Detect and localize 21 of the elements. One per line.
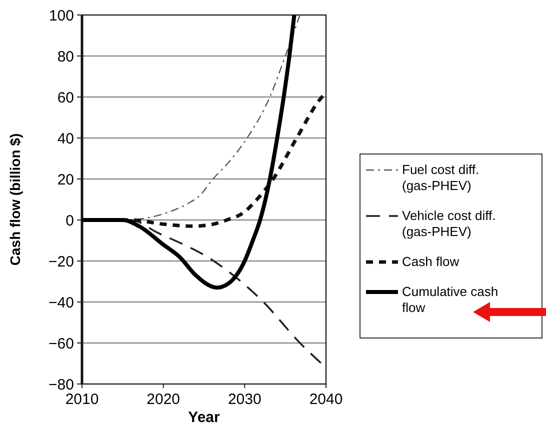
- legend-label: Cumulative cash flow: [402, 284, 498, 315]
- y-tick-label: −40: [48, 294, 74, 312]
- line-series: [80, 13, 296, 290]
- y-tick-label: 60: [57, 89, 74, 106]
- y-tick-label: 40: [57, 130, 74, 148]
- y-tick-label: 80: [57, 48, 74, 66]
- y-tick-label: 0: [66, 212, 74, 230]
- y-axis-title: Cash flow (billion $): [7, 133, 23, 266]
- y-tick-label: −80: [48, 376, 74, 394]
- y-tick-label: 100: [48, 7, 74, 24]
- legend-label: Fuel cost diff. (gas-PHEV): [402, 162, 480, 193]
- x-tick-label: 2020: [146, 391, 180, 408]
- y-tick-label: −20: [48, 253, 74, 270]
- y-tick-label: −60: [48, 335, 74, 352]
- x-axis-title: Year: [188, 409, 220, 426]
- y-tick-label: 20: [57, 171, 74, 188]
- x-tick-label: 2040: [309, 391, 343, 408]
- x-tick-label: 2010: [65, 391, 99, 408]
- x-tick-label: 2030: [228, 391, 262, 408]
- legend-label: Cash flow: [402, 254, 460, 269]
- legend-label: Vehicle cost diff. (gas-PHEV): [402, 208, 496, 239]
